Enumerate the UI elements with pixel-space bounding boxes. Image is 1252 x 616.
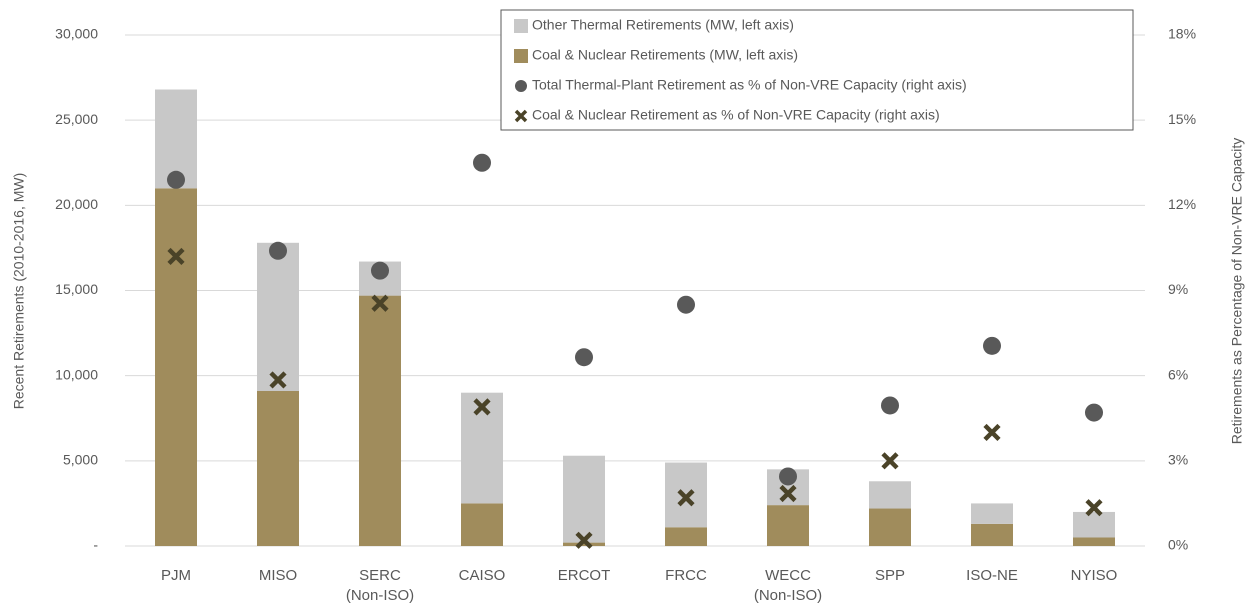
y-tick-label: 20,000 [55,196,98,212]
point [779,467,797,486]
legend-swatch [514,49,528,63]
point [167,247,185,266]
bar [563,542,605,546]
legend-label: Other Thermal Retirements (MW, left axis… [532,17,794,33]
bar [971,503,1013,524]
point [677,295,695,314]
point [677,489,695,507]
y-tick-label: - [93,537,98,553]
point [269,371,287,389]
point [983,336,1001,355]
x-tick-label: ISO-NE [966,567,1018,584]
legend-label: Coal & Nuclear Retirement as % of Non-VR… [532,107,940,123]
legend-label: Total Thermal-Plant Retirement as % of N… [532,77,967,93]
x-tick-label: FRCC [665,567,707,584]
y2-tick-label: 12% [1168,196,1196,212]
point [269,241,287,260]
bar [461,503,503,546]
y2-tick-label: 9% [1168,281,1188,297]
y-axis-title: Recent Retirements (2010-2016, MW) [11,173,27,410]
y2-tick-label: 15% [1168,111,1196,127]
x-tick-label: NYISO [1070,567,1118,584]
bar [1073,537,1115,546]
point [983,423,1001,442]
x-tick-label: SERC (Non-ISO) [345,567,415,604]
bar [461,392,503,504]
y-tick-label: 10,000 [55,366,98,382]
x-tick-label: MISO [258,567,298,584]
bar [359,295,401,546]
bar [869,481,911,509]
bar [257,390,299,546]
legend-label: Coal & Nuclear Retirements (MW, left axi… [532,47,798,63]
point [167,170,185,189]
point [473,398,491,416]
x-tick-label: PJM [161,567,191,584]
point [371,261,389,280]
bar [155,188,197,547]
bar [257,242,299,391]
y2-tick-label: 3% [1168,452,1188,468]
point [1085,499,1103,517]
y2-tick-label: 6% [1168,366,1188,382]
bar [869,508,911,546]
point [371,294,389,312]
bar [971,523,1013,546]
bar [563,455,605,543]
point [575,348,593,367]
point [473,153,491,172]
y2-axis-title: Retirements as Percentage of Non-VRE Cap… [1229,138,1245,445]
point [881,452,899,470]
y-tick-label: 30,000 [55,26,98,42]
x-tick-label: CAISO [458,567,506,584]
x-tick-label: WECC (Non-ISO) [753,567,823,604]
y-tick-label: 5,000 [63,452,98,468]
x-tick-label: ERCOT [557,567,611,584]
point [575,531,593,549]
legend-swatch [514,109,528,123]
bar [1073,511,1115,538]
y2-tick-label: 18% [1168,26,1196,42]
y-tick-label: 15,000 [55,281,98,297]
point [1085,403,1103,422]
y-tick-label: 25,000 [55,111,98,127]
point [881,396,899,415]
legend-swatch [515,80,527,92]
legend-box [500,9,1134,131]
bar [767,505,809,546]
x-tick-label: SPP [874,567,905,584]
y2-tick-label: 0% [1168,537,1188,553]
legend-swatch [514,19,528,33]
bar [665,527,707,546]
point [779,484,797,503]
